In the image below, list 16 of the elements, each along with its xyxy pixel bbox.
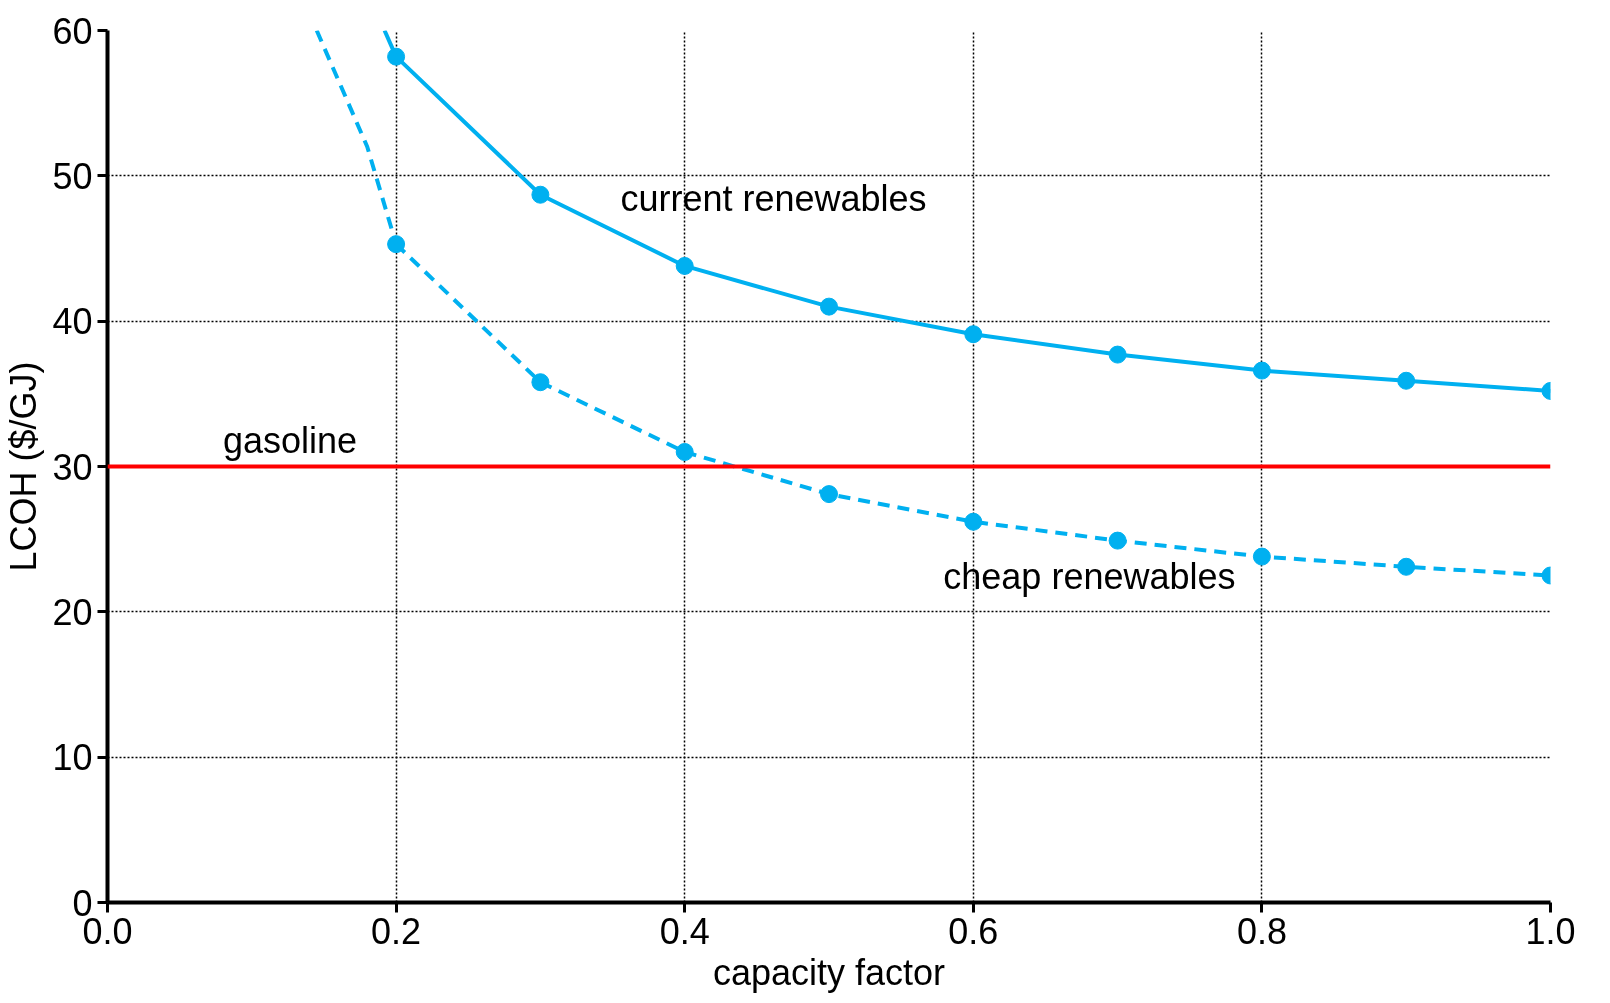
x-tick-label: 1.0 (1525, 910, 1576, 952)
y-tick-label: 10 (52, 737, 93, 779)
y-tick-label: 30 (52, 446, 93, 488)
ref-line-label: gasoline (222, 419, 358, 461)
x-tick-label: 0.4 (659, 910, 710, 952)
x-axis-title: capacity factor (712, 951, 946, 993)
series-label: cheap renewables (943, 556, 1236, 598)
y-axis-title: LCOH ($/GJ) (3, 361, 45, 572)
y-tick-label: 50 (52, 155, 93, 197)
y-tick-label: 40 (52, 301, 93, 343)
y-tick-label: 60 (52, 10, 93, 52)
y-tick-label: 20 (52, 591, 93, 633)
series-label: current renewables (620, 178, 927, 220)
x-tick-label: 0.6 (948, 910, 999, 952)
x-tick-label: 0.2 (371, 910, 422, 952)
x-tick-label: 0.8 (1236, 910, 1287, 952)
